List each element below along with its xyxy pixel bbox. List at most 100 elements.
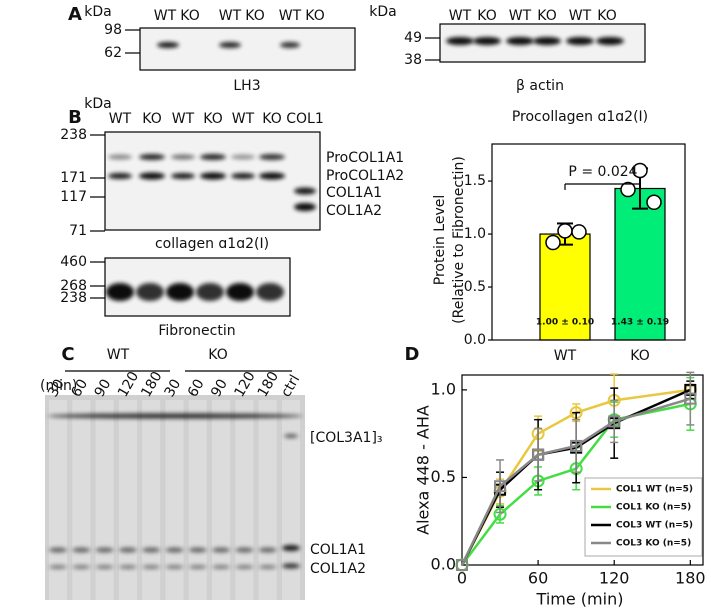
- gel-lane: [142, 400, 161, 600]
- gel-lane: [212, 400, 231, 600]
- band: [157, 42, 179, 48]
- band-label: COL1A1: [310, 542, 366, 558]
- band: [171, 173, 195, 179]
- data-point: [557, 223, 573, 239]
- band: [219, 42, 241, 48]
- marker-label: 460: [60, 254, 87, 270]
- value-label: 1.00 ± 0.10: [536, 318, 594, 328]
- band: [118, 565, 137, 569]
- band: [118, 547, 137, 553]
- gel-lane: [165, 400, 184, 600]
- marker-label: 38: [404, 52, 422, 68]
- lane-label: WT: [509, 8, 532, 24]
- band: [142, 565, 161, 569]
- band: [235, 565, 254, 569]
- band: [142, 547, 161, 553]
- band: [280, 42, 300, 48]
- data-point: [646, 194, 662, 211]
- plot-frame: [491, 143, 686, 341]
- group-label: KO: [208, 347, 227, 363]
- unit-label: kDa: [369, 4, 396, 20]
- y-tick-label: 0.5: [431, 467, 456, 486]
- band: [596, 37, 624, 45]
- lane-label: WT: [109, 111, 132, 127]
- lane-label: KO: [477, 8, 496, 24]
- y-axis-label: (Relative to Fibronectin): [451, 156, 467, 324]
- band: [282, 545, 300, 551]
- band: [47, 413, 303, 419]
- band: [136, 283, 164, 301]
- unit-label: kDa: [84, 96, 111, 112]
- chart-title: Procollagen ɑ1ɑ2(I): [512, 109, 648, 125]
- panel-label: C: [61, 344, 74, 365]
- lane-label: WT: [154, 8, 177, 24]
- band: [235, 547, 254, 553]
- band: [231, 154, 255, 160]
- data-point: [545, 234, 561, 251]
- lane-label: COL1: [286, 111, 324, 127]
- lane-label: WT: [279, 8, 302, 24]
- band: [108, 154, 132, 160]
- lane-label: KO: [142, 111, 161, 127]
- unit-label: (min): [40, 378, 77, 394]
- lane-label: WT: [172, 111, 195, 127]
- data-point: [570, 439, 583, 452]
- lane-label: 90: [92, 377, 115, 400]
- y-axis-label: Alexa 448 - AHA: [414, 405, 433, 535]
- gel-lane: [188, 400, 207, 600]
- data-point: [494, 480, 507, 493]
- band: [473, 37, 501, 45]
- blot: [139, 27, 356, 71]
- x-axis-label: Time (min): [536, 590, 624, 609]
- panel-label: A: [68, 4, 82, 25]
- value-label: 1.43 ± 0.19: [611, 318, 669, 328]
- blot-caption: LH3: [233, 78, 260, 94]
- band: [256, 283, 284, 301]
- lane-label: KO: [262, 111, 281, 127]
- x-tick-label: KO: [630, 348, 649, 364]
- gel-lane: [258, 400, 277, 600]
- lane-label: 30: [162, 377, 185, 400]
- band-label: COL1A1: [326, 185, 382, 201]
- data-point: [608, 415, 621, 428]
- marker-label: 171: [60, 170, 87, 186]
- band: [533, 37, 561, 45]
- band: [72, 547, 91, 553]
- y-axis-label: Protein Level: [432, 195, 448, 285]
- marker-label: 71: [69, 223, 87, 239]
- band-label: ProCOL1A1: [326, 150, 404, 166]
- y-tick-label: 1.5: [464, 173, 486, 189]
- band: [258, 547, 277, 553]
- band: [49, 547, 67, 553]
- x-tick-label: 120: [599, 569, 630, 588]
- lane-label: WT: [232, 111, 255, 127]
- y-tick-label: 0.5: [464, 279, 486, 295]
- lane-label: WT: [449, 8, 472, 24]
- bar: [539, 233, 591, 341]
- band-label: COL1A2: [310, 561, 366, 577]
- band: [212, 547, 231, 553]
- band: [294, 203, 316, 211]
- marker-label: 98: [104, 22, 122, 38]
- marker-label: 49: [404, 30, 422, 46]
- y-tick-label: 0.0: [464, 332, 486, 348]
- band-label: [COL3A1]₃: [310, 430, 383, 446]
- legend-label: COL3 WT (n=5): [616, 521, 693, 531]
- gel-lane: [118, 400, 137, 600]
- x-tick-label: WT: [554, 348, 577, 364]
- lane-label: KO: [245, 8, 264, 24]
- blot-caption: β actin: [516, 78, 564, 94]
- lane-label: 60: [185, 377, 208, 400]
- band: [171, 154, 195, 160]
- band: [165, 547, 184, 553]
- data-point: [532, 448, 545, 461]
- y-tick-label: 1.0: [464, 226, 486, 242]
- series-line: [460, 397, 691, 566]
- band: [258, 565, 277, 569]
- panel-label: B: [68, 107, 82, 128]
- band: [72, 565, 91, 569]
- data-point: [571, 224, 587, 240]
- gel-lane: [95, 400, 114, 600]
- group-label: WT: [107, 347, 130, 363]
- legend-label: COL1 KO (n=5): [616, 503, 691, 513]
